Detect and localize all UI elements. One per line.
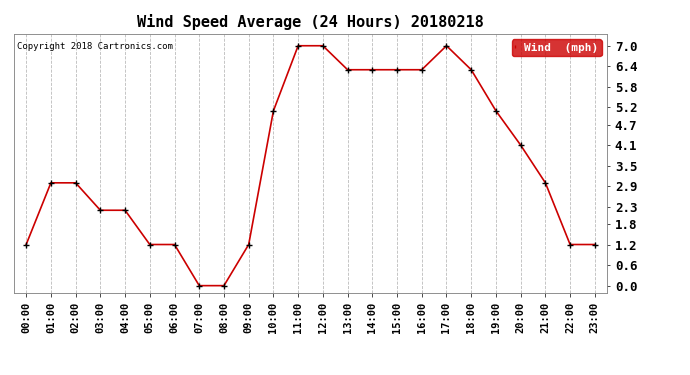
Legend: Wind  (mph): Wind (mph) [512,39,602,56]
Title: Wind Speed Average (24 Hours) 20180218: Wind Speed Average (24 Hours) 20180218 [137,14,484,30]
Text: Copyright 2018 Cartronics.com: Copyright 2018 Cartronics.com [17,42,172,51]
